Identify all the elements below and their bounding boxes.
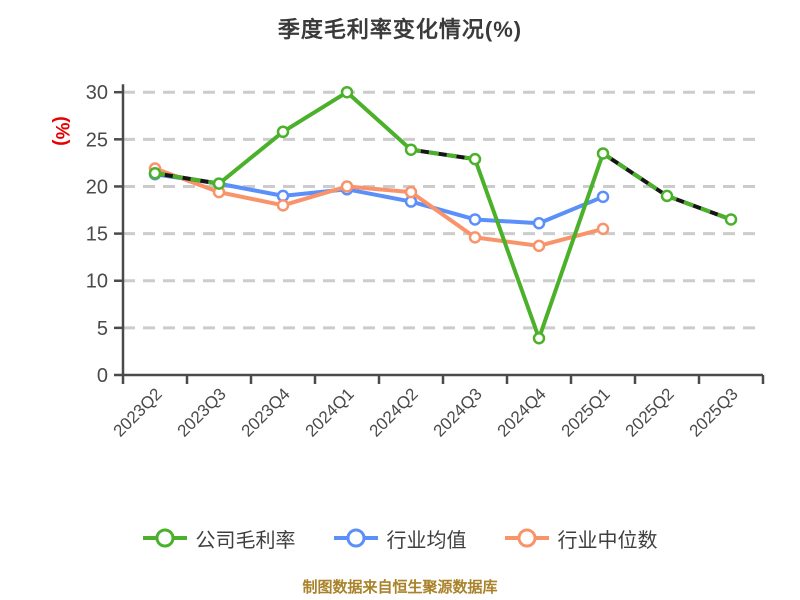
line-segment-dashed [154, 171, 220, 186]
line-segment [410, 199, 476, 222]
legend-item-公司毛利率[interactable]: 公司毛利率 [142, 524, 296, 553]
data-point [468, 152, 482, 166]
legend-label: 行业均值 [386, 529, 467, 552]
data-point [596, 190, 610, 204]
y-tick-label: 25 [86, 129, 108, 151]
data-point [596, 222, 610, 236]
data-point [148, 167, 162, 180]
data-point [596, 147, 610, 160]
x-tick-label: 2023Q2 [110, 384, 166, 440]
x-tick-label: 2024Q1 [302, 384, 358, 440]
data-point [532, 331, 546, 345]
line-segment [346, 187, 412, 204]
data-point [340, 85, 354, 99]
x-tick-label: 2025Q1 [558, 384, 614, 440]
data-point [532, 239, 546, 253]
legend-line-marker-icon [142, 528, 187, 548]
x-tick-label: 2025Q2 [622, 384, 678, 440]
line-segment [538, 194, 604, 226]
line-segment [473, 158, 541, 339]
line-segment [537, 152, 605, 339]
line-segment [474, 217, 540, 226]
data-point [212, 177, 226, 190]
data-point [276, 199, 290, 212]
legend: 公司毛利率 行业均值 行业中位数 [0, 519, 800, 557]
data-point [724, 213, 738, 226]
line-segment [282, 184, 348, 208]
y-tick-label: 30 [86, 82, 108, 104]
line-segment [281, 90, 349, 134]
x-tick-label: 2023Q4 [238, 384, 294, 440]
y-tick-label: 15 [86, 224, 108, 246]
data-point [276, 125, 290, 139]
line-segment [346, 184, 412, 195]
chart-title: 季度毛利率变化情况(%) [277, 17, 523, 42]
line-segment [474, 235, 540, 248]
legend-item-行业均值[interactable]: 行业均值 [333, 524, 467, 553]
data-point [404, 143, 418, 156]
line-segment [409, 190, 477, 240]
x-tick-label: 2023Q3 [174, 384, 230, 440]
data-source-note: 制图数据来自恒生聚源数据库 [302, 579, 498, 596]
data-point [660, 189, 674, 203]
legend-line-marker-icon [504, 528, 549, 548]
y-tick-label: 20 [86, 176, 108, 198]
legend-item-行业中位数[interactable]: 行业中位数 [504, 524, 658, 553]
line-segment-dashed [666, 194, 732, 222]
data-point [340, 180, 354, 193]
data-point [404, 185, 418, 199]
legend-line-marker-icon [333, 528, 378, 548]
series-行业中位数 [148, 162, 610, 253]
line-segment [218, 181, 284, 198]
y-tick-label: 0 [97, 365, 108, 387]
line-segment-dashed [601, 151, 669, 198]
legend-label: 公司毛利率 [195, 529, 296, 552]
data-point [468, 213, 482, 226]
series-公司毛利率 [148, 85, 738, 345]
line-segment [538, 226, 604, 248]
x-tick-label: 2024Q4 [494, 384, 550, 440]
line-segment-underlay [410, 147, 476, 162]
y-tick-label: 5 [97, 318, 108, 340]
data-point [532, 216, 546, 230]
x-tick-label: 2024Q3 [430, 384, 486, 440]
line-segment [218, 190, 284, 208]
line-segment [217, 130, 285, 186]
line-segment [345, 90, 413, 152]
x-tick-label: 2025Q3 [686, 384, 742, 440]
x-tick-label: 2024Q2 [366, 384, 422, 440]
legend-label: 行业中位数 [557, 529, 658, 552]
y-tick-label: 10 [86, 271, 108, 293]
data-point [468, 231, 482, 244]
